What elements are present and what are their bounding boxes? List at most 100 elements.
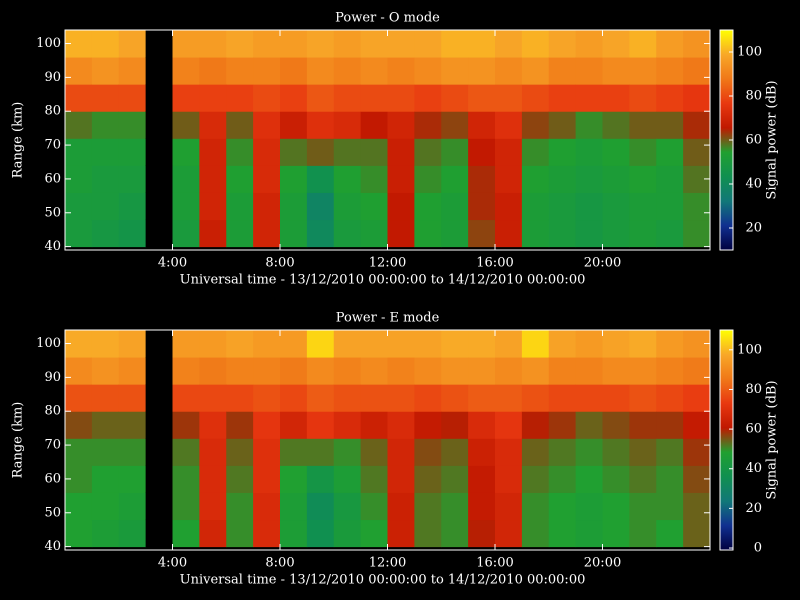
heatmap-cell — [495, 192, 523, 221]
heatmap-cell — [118, 465, 147, 493]
heatmap-cell — [468, 384, 496, 412]
heatmap-cell — [360, 165, 388, 193]
heatmap-cell — [65, 411, 93, 439]
heatmap-cell — [226, 492, 254, 521]
heatmap-cell — [333, 138, 362, 166]
heatmap-cell — [199, 438, 227, 466]
heatmap-cell — [414, 219, 442, 248]
heatmap-cell — [602, 465, 630, 493]
heatmap-cell — [333, 30, 362, 58]
heatmap-cell — [306, 357, 335, 385]
heatmap-cell — [629, 330, 657, 358]
heatmap-cell — [414, 465, 442, 493]
colorbar-tick-label: 80 — [745, 382, 762, 397]
heatmap-cell — [226, 384, 254, 412]
heatmap-cell — [495, 57, 523, 85]
heatmap-cell — [172, 219, 200, 248]
heatmap-cell — [414, 165, 442, 193]
heatmap-cell — [629, 30, 657, 58]
heatmap-cell — [575, 192, 603, 221]
heatmap-cell — [118, 330, 147, 358]
heatmap-cell — [253, 30, 281, 58]
chart-title: Power - E mode — [336, 311, 440, 326]
colorbar-tick-label: 60 — [745, 422, 762, 437]
heatmap-cell — [306, 192, 335, 221]
heatmap-cell — [521, 138, 550, 166]
heatmap-cell — [575, 465, 603, 493]
heatmap-cell — [683, 438, 710, 466]
heatmap-cell — [656, 84, 684, 112]
heatmap-cell — [280, 465, 308, 493]
heatmap-cell — [65, 192, 93, 221]
heatmap-cell — [199, 465, 227, 493]
heatmap-cell — [495, 219, 523, 248]
heatmap-cell — [414, 438, 442, 466]
heatmap-cell — [548, 330, 577, 358]
heatmap-cell — [306, 84, 335, 112]
heatmap-cell — [656, 192, 684, 221]
heatmap-cell — [226, 411, 254, 439]
y-tick-label: 50 — [44, 205, 61, 220]
heatmap-cell — [629, 84, 657, 112]
x-tick-label: 4:00 — [158, 556, 187, 571]
heatmap-cell — [683, 111, 710, 139]
heatmap-cell — [387, 438, 415, 466]
heatmap-cell — [548, 57, 577, 85]
heatmap-cell — [172, 30, 200, 58]
heatmap-cell — [683, 84, 710, 112]
heatmap-cell — [145, 138, 173, 166]
heatmap-cell — [145, 492, 173, 521]
heatmap-cell — [602, 57, 630, 85]
heatmap-cell — [65, 519, 93, 548]
heatmap-cell — [280, 411, 308, 439]
heatmap-cell — [145, 165, 173, 193]
x-tick-label: 20:00 — [584, 556, 621, 571]
heatmap-cell — [360, 57, 388, 85]
heatmap-cell — [280, 138, 308, 166]
heatmap-cell — [280, 438, 308, 466]
heatmap-cell — [521, 330, 550, 358]
heatmap-cell — [575, 411, 603, 439]
heatmap-cell — [199, 165, 227, 193]
heatmap-cell — [360, 384, 388, 412]
heatmap-cell — [306, 519, 335, 548]
y-tick-label: 50 — [44, 505, 61, 520]
heatmap-cell — [414, 84, 442, 112]
heatmap-cell — [575, 357, 603, 385]
heatmap-cell — [548, 192, 577, 221]
heatmap-cell — [226, 219, 254, 248]
heatmap-cell — [548, 384, 577, 412]
x-tick-label: 16:00 — [476, 256, 513, 271]
heatmap-cell — [468, 465, 496, 493]
heatmap-cell — [575, 84, 603, 112]
heatmap-cell — [387, 330, 415, 358]
heatmap-cell — [172, 165, 200, 193]
heatmap-cell — [253, 519, 281, 548]
heatmap-cell — [65, 57, 93, 85]
heatmap-cell — [280, 330, 308, 358]
heatmap-cell — [575, 438, 603, 466]
heatmap-cell — [199, 111, 227, 139]
heatmap-cell — [521, 492, 550, 521]
y-tick-label: 90 — [44, 70, 61, 85]
heatmap-cell — [441, 465, 469, 493]
heatmap-cell — [629, 411, 657, 439]
heatmap-cell — [683, 384, 710, 412]
heatmap-cell — [91, 411, 120, 439]
heatmap-cell — [226, 465, 254, 493]
heatmap-cell — [656, 138, 684, 166]
heatmap-cell — [548, 519, 577, 548]
heatmap-cell — [495, 30, 523, 58]
heatmap-cell — [333, 519, 362, 548]
heatmap-cell — [360, 138, 388, 166]
heatmap-cell — [91, 519, 120, 548]
heatmap-cell — [91, 30, 120, 58]
heatmap-cell — [65, 138, 93, 166]
heatmap-cell — [548, 438, 577, 466]
heatmap-cell — [387, 384, 415, 412]
heatmap-cell — [602, 111, 630, 139]
heatmap-cell — [226, 111, 254, 139]
heatmap-cell — [468, 111, 496, 139]
heatmap-cell — [602, 438, 630, 466]
heatmap-cell — [602, 30, 630, 58]
